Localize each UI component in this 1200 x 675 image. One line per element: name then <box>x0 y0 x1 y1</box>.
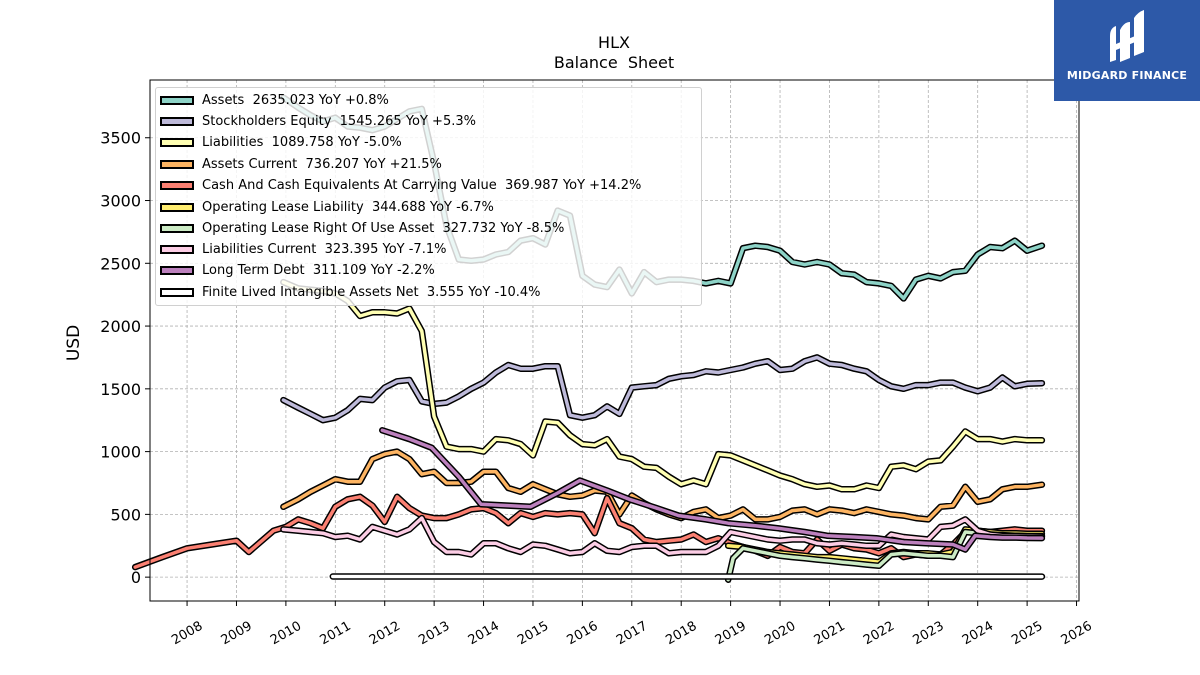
y-tick-label: 500 <box>110 505 141 524</box>
legend-swatch-operating-lease-liability <box>160 202 194 212</box>
x-tick-label: 2018 <box>663 619 699 649</box>
y-tick-label: 3000 <box>100 192 141 211</box>
legend-label-operating-lease-rou-asset: Operating Lease Right Of Use Asset 327.7… <box>202 220 565 236</box>
legend-swatch-cash <box>160 180 194 190</box>
x-tick-label: 2017 <box>614 619 650 649</box>
y-axis-ticks: 0 500 1000 1500 2000 2500 3000 3500 <box>100 129 150 587</box>
legend-swatch-operating-lease-rou-asset <box>160 223 194 233</box>
brand-name: MIDGARD FINANCE <box>1066 69 1188 82</box>
legend-item-operating-lease-rou-asset: Operating Lease Right Of Use Asset 327.7… <box>160 219 564 237</box>
y-tick-label: 2500 <box>100 254 141 273</box>
legend-label-long-term-debt: Long Term Debt 311.109 YoY -2.2% <box>202 262 435 278</box>
x-tick-label: 2024 <box>960 619 996 649</box>
legend-label-assets: Assets 2635.023 YoY +0.8% <box>202 92 389 108</box>
x-tick-label: 2011 <box>317 619 353 649</box>
series-line-stockholders-equity <box>281 355 1044 422</box>
y-tick-label: 0 <box>131 568 141 587</box>
legend-label-cash: Cash And Cash Equivalents At Carrying Va… <box>202 177 642 193</box>
legend-swatch-finite-lived-intangible <box>160 287 194 297</box>
legend-swatch-long-term-debt <box>160 265 194 275</box>
x-axis-ticks: 2008 2009 2010 2011 2012 2013 2014 2015 2016 2017… <box>169 601 1095 648</box>
chart-title: HLX <box>598 33 630 52</box>
brand-logo: MIDGARD FINANCE <box>1054 0 1200 101</box>
x-tick-label: 2025 <box>1009 619 1045 649</box>
legend-swatch-stockholders-equity <box>160 116 194 126</box>
x-tick-label: 2021 <box>812 619 848 649</box>
x-tick-label: 2026 <box>1059 619 1095 649</box>
y-tick-label: 3500 <box>100 129 141 148</box>
x-tick-label: 2019 <box>713 619 749 649</box>
legend-item-liabilities-current: Liabilities Current 323.395 YoY -7.1% <box>160 240 446 258</box>
legend-item-stockholders-equity: Stockholders Equity 1545.265 YoY +5.3% <box>160 112 476 130</box>
legend-item-assets-current: Assets Current 736.207 YoY +21.5% <box>160 155 442 173</box>
y-tick-label: 2000 <box>100 317 141 336</box>
legend-label-operating-lease-liability: Operating Lease Liability 344.688 YoY -6… <box>202 199 494 215</box>
legend-swatch-assets <box>160 95 194 105</box>
x-tick-label: 2022 <box>861 619 897 649</box>
x-tick-label: 2010 <box>268 619 304 649</box>
x-tick-label: 2012 <box>367 619 403 649</box>
legend-swatch-liabilities-current <box>160 244 194 254</box>
x-tick-label: 2013 <box>416 619 452 649</box>
plot-frame <box>149 79 1080 602</box>
legend-swatch-assets-current <box>160 159 194 169</box>
y-tick-label: 1500 <box>100 380 141 399</box>
x-tick-label: 2008 <box>169 619 205 649</box>
x-tick-label: 2009 <box>219 619 255 649</box>
legend-item-operating-lease-liability: Operating Lease Liability 344.688 YoY -6… <box>160 198 494 216</box>
legend-item-liabilities: Liabilities 1089.758 YoY -5.0% <box>160 133 402 151</box>
y-tick-label: 1000 <box>100 443 141 462</box>
x-tick-label: 2014 <box>466 619 502 649</box>
midgard-logo-icon <box>1110 10 1144 62</box>
legend-label-liabilities-current: Liabilities Current 323.395 YoY -7.1% <box>202 241 447 257</box>
x-tick-label: 2016 <box>565 619 601 649</box>
chart-subtitle: Balance Sheet <box>554 53 674 72</box>
legend-label-liabilities: Liabilities 1089.758 YoY -5.0% <box>202 134 402 150</box>
legend-item-assets: Assets 2635.023 YoY +0.8% <box>160 91 389 109</box>
legend-label-stockholders-equity: Stockholders Equity 1545.265 YoY +5.3% <box>202 113 476 129</box>
series-line-liabilities-current <box>281 516 1044 557</box>
x-tick-label: 2015 <box>515 619 551 649</box>
legend-item-finite-lived-intangible: Finite Lived Intangible Assets Net 3.555… <box>160 283 541 301</box>
legend-swatch-liabilities <box>160 137 194 147</box>
series-line-liabilities <box>281 280 1044 492</box>
legend-item-long-term-debt: Long Term Debt 311.109 YoY -2.2% <box>160 261 435 279</box>
x-tick-label: 2020 <box>762 619 798 649</box>
y-axis-label: USD <box>64 325 84 361</box>
x-tick-label: 2023 <box>910 619 946 649</box>
series-line-long-term-debt <box>380 428 1044 552</box>
chart-legend: Assets 2635.023 YoY +0.8% Stockholders E… <box>155 87 702 306</box>
legend-label-finite-lived-intangible: Finite Lived Intangible Assets Net 3.555… <box>202 284 541 300</box>
legend-label-assets-current: Assets Current 736.207 YoY +21.5% <box>202 156 442 172</box>
legend-item-cash: Cash And Cash Equivalents At Carrying Va… <box>160 176 641 194</box>
